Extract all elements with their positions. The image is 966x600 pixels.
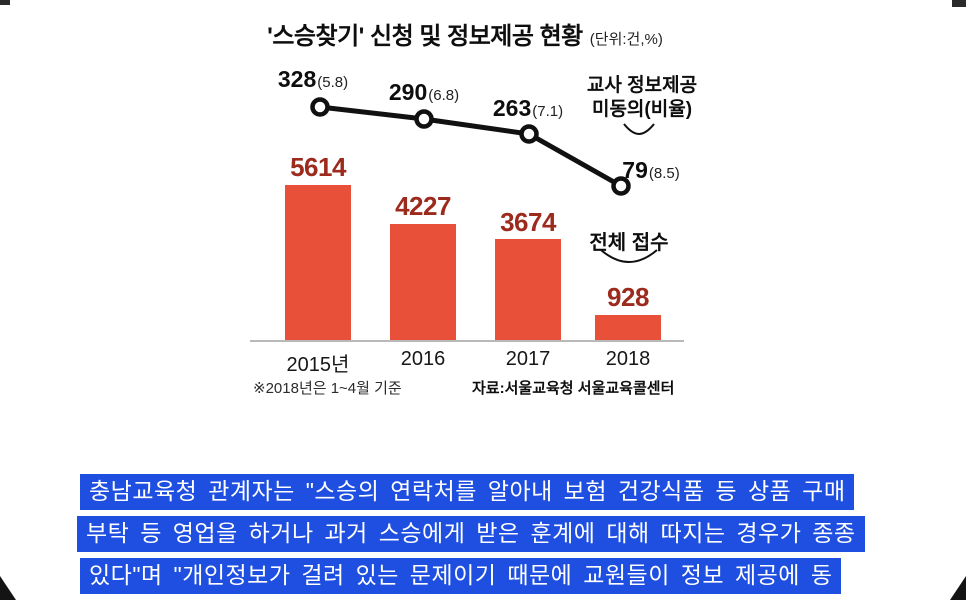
- line-series-annotation: 교사 정보제공 미동의(비율): [563, 74, 721, 122]
- line-value-2018: 79(8.5): [586, 157, 716, 184]
- line-value-2017: 263(7.1): [463, 95, 593, 122]
- photo-edge-artifact: [0, 576, 16, 600]
- bar-value-2015: 5614: [290, 152, 346, 182]
- bar-series-annotation: 전체 접수: [589, 232, 669, 254]
- x-label-2016: 2016: [400, 348, 446, 370]
- line-value-2016: 290(6.8): [359, 79, 489, 106]
- bar-2015: [285, 185, 351, 341]
- bar-2016: [390, 224, 456, 341]
- x-label-2018: 2018: [605, 348, 651, 370]
- line-value-number: 328: [277, 66, 317, 92]
- line-annotation-brace: [623, 123, 655, 136]
- line-value-ratio: (6.8): [428, 87, 460, 104]
- caption-highlight-text: 있다"며 "개인정보가 걸려 있는 문제이기 때문에 교원들이 정보 제공에 동: [80, 558, 842, 594]
- line-point-2016: [414, 109, 434, 129]
- photo-edge-artifact: [952, 0, 966, 7]
- line-value-number: 79: [622, 157, 648, 183]
- line-value-number: 263: [492, 95, 532, 121]
- caption-highlight-text: 부탁 등 영업을 하거나 과거 스승에게 받은 훈계에 대해 따지는 경우가 종…: [77, 516, 865, 552]
- chart-footnote: ※2018년은 1~4월 기준: [253, 380, 402, 397]
- bar-value-2017: 3674: [500, 207, 556, 237]
- line-point-2017: [519, 124, 539, 144]
- x-label-2015: 2015년: [286, 354, 350, 376]
- line-value-ratio: (8.5): [648, 165, 680, 182]
- photo-edge-artifact: [950, 576, 966, 600]
- bar-2018: [595, 315, 661, 341]
- caption-line: 있다"며 "개인정보가 걸려 있는 문제이기 때문에 교원들이 정보 제공에 동: [80, 558, 966, 597]
- x-label-2017: 2017: [505, 348, 551, 370]
- line-value-ratio: (5.8): [317, 74, 349, 91]
- photo-edge-artifact: [0, 0, 10, 5]
- line-value-number: 290: [388, 79, 428, 105]
- caption-block: 충남교육청 관계자는 "스승의 연락처를 알아내 보험 건강식품 등 상품 구매…: [0, 474, 966, 600]
- x-axis-line: [250, 340, 684, 342]
- bar-2017: [495, 239, 561, 341]
- line-annotation-row1: 교사 정보제공: [586, 75, 698, 96]
- line-value-2015: 328(5.8): [248, 66, 378, 93]
- line-annotation-row2: 미동의(비율): [591, 99, 693, 120]
- chart-title: '스승찾기' 신청 및 정보제공 현황: [267, 23, 583, 50]
- chart-source: 자료:서울교육청 서울교육콜센터: [472, 380, 675, 397]
- chart-title-row: '스승찾기' 신청 및 정보제공 현황 (단위:건,%): [0, 16, 930, 51]
- chart-unit-label: (단위:건,%): [589, 31, 663, 48]
- caption-highlight-text: 충남교육청 관계자는 "스승의 연락처를 알아내 보험 건강식품 등 상품 구매: [80, 474, 855, 510]
- caption-line: 충남교육청 관계자는 "스승의 연락처를 알아내 보험 건강식품 등 상품 구매: [80, 474, 966, 513]
- bar-value-2018: 928: [607, 282, 649, 312]
- line-point-2015: [310, 97, 330, 117]
- bar-value-2016: 4227: [395, 191, 451, 221]
- line-value-ratio: (7.1): [532, 103, 564, 120]
- caption-line: 부탁 등 영업을 하거나 과거 스승에게 받은 훈계에 대해 따지는 경우가 종…: [77, 516, 966, 555]
